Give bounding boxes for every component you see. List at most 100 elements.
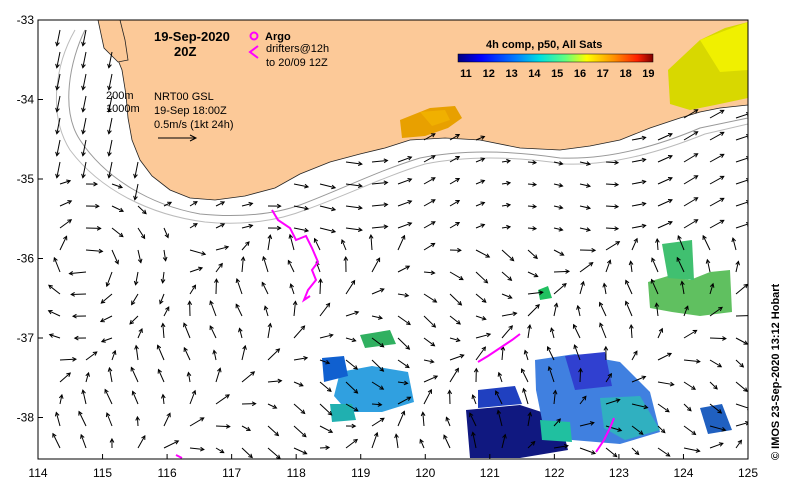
current-arrow (631, 403, 648, 409)
current-arrow (370, 234, 373, 251)
current-arrow-head (81, 63, 86, 69)
current-arrow-head (313, 237, 319, 243)
current-arrow (345, 311, 359, 317)
colorbar-tick-label: 18 (619, 68, 631, 80)
current-arrow-head (561, 282, 567, 288)
current-arrow-head (606, 259, 612, 265)
current-arrow (657, 155, 673, 163)
current-arrow-head (693, 153, 699, 158)
current-arrow-head (134, 344, 139, 350)
current-arrow (134, 183, 139, 200)
current-arrow-head (105, 282, 111, 288)
current-arrow-head (532, 226, 538, 231)
current-arrow (397, 411, 405, 427)
current-arrow (59, 358, 76, 361)
current-arrow (657, 403, 670, 413)
current-arrow-head (99, 318, 105, 323)
current-arrow (625, 280, 633, 295)
current-arrow-head (737, 439, 743, 445)
current-arrow-head (643, 404, 649, 410)
current-arrow (241, 371, 255, 383)
current-arrow (475, 346, 486, 361)
current-arrow-head (135, 415, 140, 421)
current-arrow (657, 133, 673, 141)
current-arrow-head (558, 226, 564, 232)
current-arrow-head (105, 412, 111, 418)
current-arrow (709, 109, 725, 119)
current-arrow-head (357, 205, 363, 210)
current-arrow-head (119, 207, 125, 213)
current-arrow (397, 235, 405, 251)
current-arrow (449, 293, 462, 306)
current-arrow-head (405, 265, 411, 270)
current-arrow-head (131, 390, 137, 396)
current-arrow-head (719, 197, 725, 202)
current-arrow (101, 337, 113, 343)
current-arrow-head (655, 238, 660, 243)
current-arrow (547, 346, 555, 361)
current-arrow-head (507, 276, 513, 281)
current-arrow (108, 51, 113, 68)
current-arrow (59, 372, 71, 383)
current-arrow-head (133, 173, 138, 179)
current-arrow (423, 359, 434, 363)
current-arrow-head (745, 420, 748, 426)
current-arrow-head (506, 202, 512, 208)
current-arrow (82, 161, 87, 178)
x-tick-label: 116 (158, 466, 177, 480)
current-arrow (397, 337, 410, 350)
current-arrow-head (78, 410, 83, 416)
current-arrow-head (276, 225, 282, 231)
current-arrow (579, 422, 594, 427)
x-tick-label: 117 (222, 466, 241, 480)
x-tick-label: 119 (351, 466, 370, 480)
current-arrow (631, 202, 646, 207)
current-arrow-head (289, 283, 294, 289)
current-arrow-head (532, 160, 538, 165)
current-arrow-head (650, 278, 655, 284)
current-arrow-head (512, 311, 518, 317)
current-arrow-head (532, 204, 538, 209)
current-arrow (735, 422, 748, 427)
current-arrow (183, 347, 191, 361)
current-arrow (108, 95, 113, 112)
current-arrow (605, 447, 618, 458)
current-arrow-head (328, 428, 334, 433)
current-arrow-head (582, 395, 587, 401)
current-arrow-head (634, 450, 640, 456)
current-arrow (553, 205, 563, 209)
current-arrow (445, 417, 451, 427)
current-arrow (397, 315, 411, 325)
current-arrow (683, 131, 698, 141)
current-arrow (553, 390, 556, 405)
current-arrow-head (159, 299, 164, 305)
current-arrow (59, 394, 63, 405)
current-arrow-head (351, 337, 357, 343)
current-arrow-head (454, 367, 459, 373)
current-arrow-head (263, 305, 269, 311)
current-arrow-head (695, 358, 701, 364)
current-arrow (241, 345, 246, 361)
current-arrow-head (432, 298, 438, 303)
current-arrow (319, 403, 333, 416)
current-arrow-head (641, 201, 647, 207)
current-arrow (709, 425, 726, 431)
current-arrow-head (743, 283, 748, 289)
current-arrow (56, 161, 61, 178)
current-arrow (656, 239, 659, 251)
current-arrow (267, 380, 282, 383)
current-arrow-head (343, 256, 349, 261)
drifters-line2: to 20/09 12Z (266, 57, 328, 69)
current-arrow (189, 201, 198, 207)
current-arrow (683, 153, 698, 163)
current-arrow-head (353, 365, 359, 370)
current-arrow-head (327, 410, 333, 416)
current-arrow-head (52, 432, 57, 438)
current-arrow (475, 271, 488, 284)
current-arrow-head (218, 262, 223, 268)
y-tick-label: -35 (17, 172, 35, 186)
current-arrow-head (81, 173, 86, 179)
x-tick-label: 114 (28, 466, 47, 480)
current-arrow (189, 447, 204, 451)
current-arrow (371, 432, 378, 449)
